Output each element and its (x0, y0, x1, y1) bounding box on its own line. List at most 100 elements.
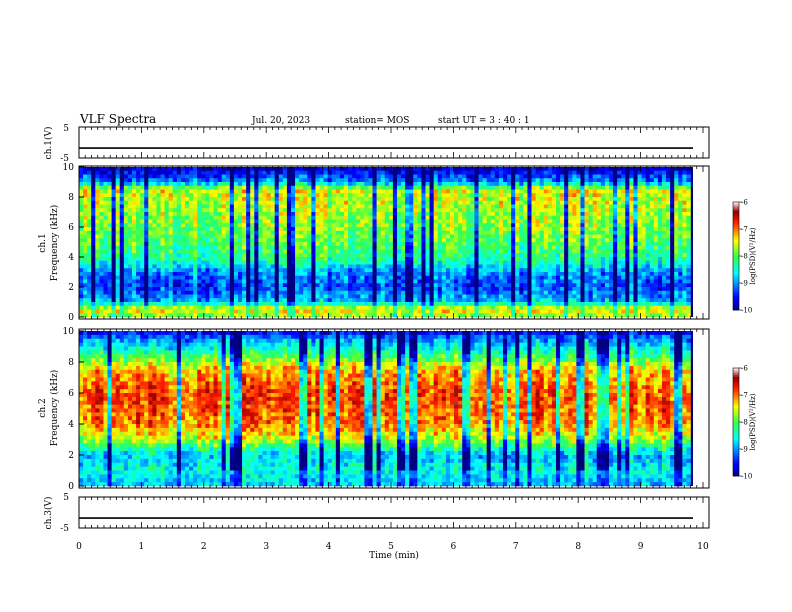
spectrogram-cell (356, 223, 361, 228)
spectrogram-cell (107, 257, 112, 262)
spectrogram-cell (470, 234, 475, 239)
spectrogram-cell (193, 204, 198, 209)
spectrogram-cell (486, 294, 492, 299)
spectrogram-cell (551, 227, 557, 232)
spectrogram-cell (193, 219, 198, 224)
spectrogram-cell (576, 290, 581, 295)
spectrogram-cell (376, 290, 381, 295)
spectrogram-cell (425, 212, 430, 217)
spectrogram-cell (364, 309, 369, 314)
spectrogram-cell (254, 275, 259, 280)
spectrogram-cell (270, 268, 275, 273)
spectrogram-cell (401, 279, 406, 284)
spectrogram-cell (376, 275, 381, 280)
spectrogram-cell (164, 249, 169, 254)
spectrogram-cell (494, 242, 500, 247)
spectrogram-cell (413, 182, 418, 187)
spectrogram-cell (392, 170, 398, 175)
spectrogram-cell (148, 309, 153, 314)
spectrogram-cell (250, 264, 255, 269)
spectrogram-cell (462, 215, 467, 220)
spectrogram-cell (425, 253, 430, 258)
spectrogram-cell (376, 242, 381, 247)
spectrogram-cell (127, 223, 133, 228)
spectrogram-cell (307, 185, 312, 190)
spectrogram-cell (233, 309, 239, 314)
spectrogram-cell (478, 268, 483, 273)
spectrogram-cell (205, 223, 210, 228)
spectrogram-cell (225, 268, 231, 273)
spectrogram-cell (364, 302, 369, 307)
spectrogram-cell (270, 223, 275, 228)
spectrogram-cell (274, 260, 280, 265)
spectrogram-cell (307, 174, 312, 179)
spectrogram-cell (335, 298, 341, 303)
spectrogram-cell (246, 219, 251, 224)
spectrogram-cell (551, 219, 557, 224)
spectrogram-cell (437, 219, 443, 224)
spectrogram-cell (384, 268, 390, 273)
spectrogram-cell (286, 170, 292, 175)
spectrogram-cell (123, 253, 129, 258)
spectrogram-cell (83, 208, 88, 213)
spectrogram-cell (140, 257, 145, 262)
spectrogram-cell (242, 185, 247, 190)
spectrogram-cell (132, 290, 137, 295)
spectrogram-cell (123, 212, 129, 217)
spectrogram-cell (490, 253, 496, 258)
spectrogram-cell (478, 230, 483, 235)
spectrogram-cell (515, 260, 520, 265)
spectrogram-cell (425, 287, 430, 292)
spectrogram-cell (140, 290, 145, 295)
spectrogram-cell (144, 185, 149, 190)
spectrogram-cell (307, 204, 312, 209)
spectrogram-cell (197, 287, 202, 292)
spectrogram-cell (433, 185, 439, 190)
spectrogram-cell (258, 268, 263, 273)
spectrogram-cell (213, 167, 218, 172)
spectrogram-cell (144, 182, 149, 187)
spectrogram-cell (123, 185, 129, 190)
spectrogram-cell (478, 178, 483, 183)
spectrogram-cell (229, 249, 235, 254)
spectrogram-cell (515, 197, 520, 202)
spectrogram-cell (258, 230, 263, 235)
spectrogram-cell (531, 204, 536, 209)
spectrogram-cell (572, 257, 577, 262)
spectrogram-cell (242, 287, 247, 292)
spectrogram-cell (364, 238, 369, 243)
spectrogram-cell (392, 283, 398, 288)
spectrogram-cell (201, 219, 206, 224)
spectrogram-cell (502, 283, 508, 288)
spectrogram-cell (547, 305, 553, 310)
spectrogram-cell (213, 174, 218, 179)
spectrogram-cell (180, 189, 186, 194)
spectrogram-cell (368, 182, 373, 187)
spectrogram-cell (478, 227, 483, 232)
spectrogram-cell (103, 193, 108, 198)
spectrogram-cell (327, 170, 333, 175)
spectrogram-cell (356, 249, 361, 254)
spectrogram-cell (376, 283, 381, 288)
spectrogram-cell (242, 272, 247, 277)
spectrogram-cell (87, 260, 92, 265)
spectrogram-cell (511, 302, 516, 307)
spectrogram-cell (458, 283, 463, 288)
spectrogram-cell (531, 249, 536, 254)
spectrogram-cell (307, 260, 312, 265)
spectrogram-cell (372, 302, 377, 307)
spectrogram-cell (327, 245, 333, 250)
spectrogram-cell (568, 212, 573, 217)
spectrogram-cell (295, 185, 300, 190)
spectrogram-cell (111, 182, 116, 187)
spectrogram-cell (527, 238, 532, 243)
spectrogram-cell (193, 215, 198, 220)
spectrogram-cell (458, 178, 463, 183)
spectrogram-cell (168, 245, 174, 250)
spectrogram-cell (209, 313, 214, 318)
spectrogram-cell (107, 167, 112, 172)
spectrogram-cell (433, 294, 439, 299)
spectrogram-cell (91, 212, 96, 217)
spectrogram-cell (376, 227, 381, 232)
spectrogram-cell (270, 215, 275, 220)
